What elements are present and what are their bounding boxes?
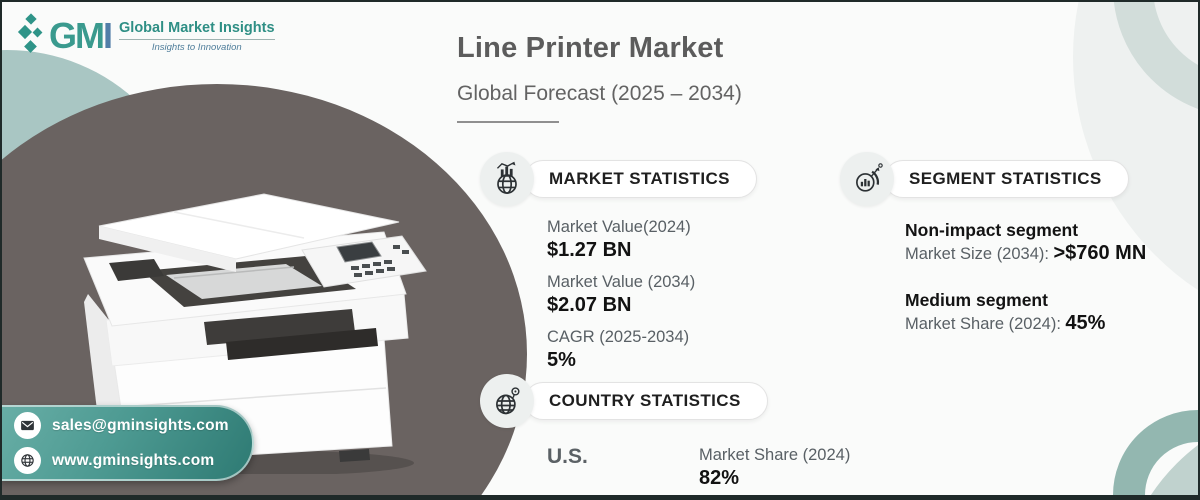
email-icon <box>14 412 41 439</box>
stat-label: Market Value (2034) <box>547 273 696 291</box>
logo-tagline: Insights to Innovation <box>151 41 242 53</box>
page-subtitle: Global Forecast (2025 – 2034) <box>457 82 742 105</box>
country-name: U.S. <box>547 445 588 468</box>
segment-name: Medium segment <box>905 290 1048 310</box>
segment-statistics-list: Non-impact segment Market Size (2034): >… <box>905 219 1146 335</box>
segment-stat-value: 45% <box>1065 312 1106 334</box>
segment-stat-label: Market Size (2034): <box>905 245 1049 263</box>
market-statistics-list: Market Value(2024) $1.27 BN Market Value… <box>547 217 757 373</box>
segment-stat-label: Market Share (2024): <box>905 315 1061 333</box>
stat-row: Market Value(2024) $1.27 BN <box>547 217 757 263</box>
pie-chart-icon <box>840 152 894 206</box>
stat-label: Market Share (2024) <box>699 446 851 464</box>
market-statistics-section: MARKET STATISTICS Market Value(2024) $1.… <box>480 152 757 382</box>
gmi-logo: GMI Global Market Insights Insights to I… <box>17 13 275 58</box>
gmi-diamonds-icon <box>17 13 44 58</box>
logo-text: Global Market Insights Insights to Innov… <box>119 20 275 53</box>
country-statistics-header: COUNTRY STATISTICS <box>480 374 850 428</box>
country-stat: Market Share (2024) 82% <box>699 445 851 495</box>
bottom-right-inner-ring-decoration <box>1113 410 1198 495</box>
segment-statistics-pill-label: SEGMENT STATISTICS <box>884 160 1129 198</box>
gmi-monogram: GMI <box>49 15 113 56</box>
segment-stat-value: >$760 MN <box>1053 242 1147 264</box>
segment-statistics-header: SEGMENT STATISTICS <box>840 152 1146 206</box>
title-block: Line Printer Market Global Forecast (202… <box>457 32 742 123</box>
globe-pin-icon <box>480 374 534 428</box>
stat-label: Market Value(2024) <box>547 218 691 236</box>
contact-website-link[interactable]: www.gminsights.com <box>14 447 252 474</box>
page-title: Line Printer Market <box>457 32 724 64</box>
website-globe-icon <box>14 447 41 474</box>
market-statistics-header: MARKET STATISTICS <box>480 152 757 206</box>
segment-row: Medium segment Market Share (2024): 45% <box>905 289 1146 335</box>
contact-banner: sales@gminsights.com www.gminsights.com <box>2 405 254 481</box>
logo-divider <box>119 38 275 40</box>
title-underline <box>457 121 559 123</box>
stat-row: Market Value (2034) $2.07 BN <box>547 272 757 318</box>
stat-value: 5% <box>547 349 576 371</box>
contact-email-text: sales@gminsights.com <box>52 416 229 434</box>
contact-email-link[interactable]: sales@gminsights.com <box>14 412 252 439</box>
globe-chart-icon <box>480 152 534 206</box>
country-statistics-row: U.S. Market Share (2024) 82% <box>547 445 851 495</box>
segment-row: Non-impact segment Market Size (2034): >… <box>905 219 1146 265</box>
segment-name: Non-impact segment <box>905 220 1079 240</box>
segment-statistics-section: SEGMENT STATISTICS Non-impact segment Ma… <box>840 152 1146 359</box>
stat-value: $2.07 BN <box>547 294 632 316</box>
stat-label: CAGR (2025-2034) <box>547 328 690 346</box>
segment-stat: Market Share (2024): 45% <box>905 312 1146 335</box>
country-statistics-section: COUNTRY STATISTICS U.S. Market Share (20… <box>480 374 851 495</box>
segment-stat: Market Size (2034): >$760 MN <box>905 242 1146 265</box>
logo-company-name: Global Market Insights <box>119 19 275 36</box>
stat-value: $1.27 BN <box>547 239 632 261</box>
stat-row: CAGR (2025-2034) 5% <box>547 327 757 373</box>
market-statistics-pill-label: MARKET STATISTICS <box>524 160 757 198</box>
country-statistics-pill-label: COUNTRY STATISTICS <box>524 382 768 420</box>
contact-website-text: www.gminsights.com <box>52 451 215 469</box>
stat-value: 82% <box>699 467 740 489</box>
